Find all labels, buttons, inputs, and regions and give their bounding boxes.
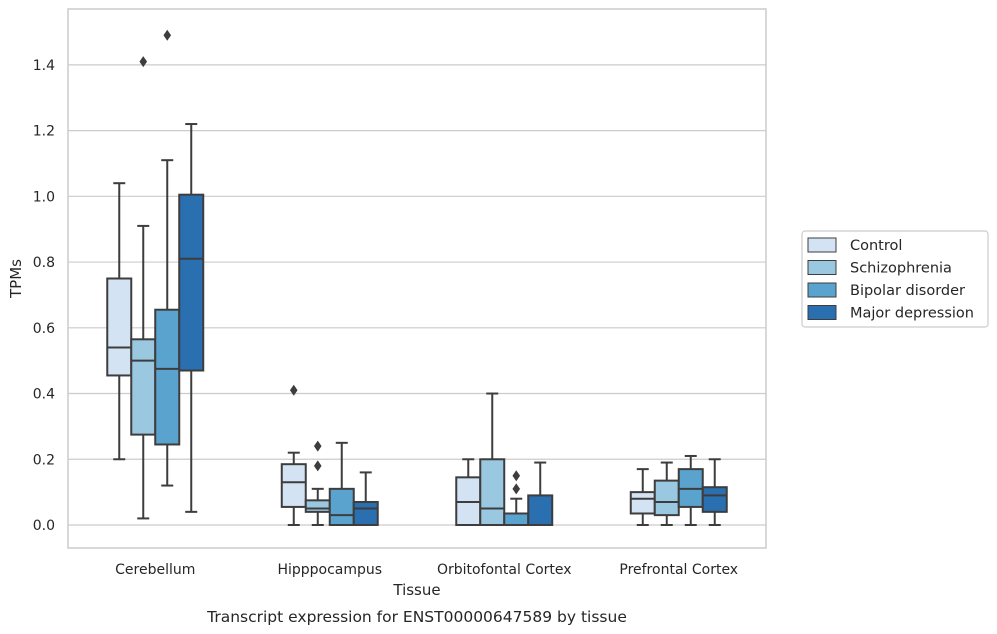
box <box>503 512 530 526</box>
outlier-point <box>313 460 322 472</box>
legend: Control Schizophrenia Bipolar disorder Majo… <box>801 230 989 328</box>
x-tick-label: Prefrontal Cortex <box>619 562 738 578</box>
box <box>304 499 331 513</box>
x-tick-label: Orbitofontal Cortex <box>437 562 572 578</box>
box <box>653 479 680 517</box>
y-tick-label: 0.0 <box>33 518 55 534</box>
legend-swatch <box>807 282 837 298</box>
box <box>106 277 133 377</box>
y-tick-label: 0.2 <box>33 452 55 468</box>
chart-caption: Transcript expression for ENST0000064758… <box>206 608 627 626</box>
outlier-point <box>313 440 322 452</box>
legend-swatch <box>807 260 837 275</box>
legend-label: Schizophrenia <box>850 261 952 277</box>
y-tick-labels: 0.0 0.2 0.4 0.6 0.8 1.0 1.2 1.4 <box>33 58 55 534</box>
y-tick-label: 0.6 <box>33 321 55 337</box>
y-tick-label: 1.0 <box>33 189 55 205</box>
box <box>527 494 554 526</box>
x-axis-title: Tissue <box>392 581 440 599</box>
outlier-point <box>163 29 172 41</box>
box <box>130 338 157 436</box>
box-group <box>106 29 205 520</box>
box-group <box>455 392 554 526</box>
x-tick-label: Cerebellum <box>115 562 195 578</box>
box-groups <box>106 29 728 526</box>
legend-label: Major depression <box>850 306 974 322</box>
outlier-point <box>289 384 298 396</box>
box <box>154 308 181 446</box>
box <box>352 500 379 526</box>
y-tick-label: 1.2 <box>33 124 55 140</box>
legend-swatch <box>807 237 837 253</box>
outlier-point <box>512 470 521 482</box>
x-tick-labels: Cerebellum Hipppocampus Orbitofontal Corte… <box>115 562 738 578</box>
outlier-point <box>139 56 148 68</box>
plot-frame <box>67 8 767 549</box>
gridlines <box>68 64 766 526</box>
y-axis-title: TPMs <box>7 259 25 299</box>
legend-label: Control <box>850 238 902 254</box>
y-tick-label: 0.4 <box>33 387 55 403</box>
legend-frame <box>801 230 989 328</box>
y-tick-label: 1.4 <box>33 58 55 74</box>
box <box>178 193 205 372</box>
x-tick-label: Hipppocampus <box>277 562 382 578</box>
box <box>280 463 307 508</box>
box-group <box>629 454 728 526</box>
box <box>629 491 656 515</box>
y-tick-label: 0.8 <box>33 255 55 271</box>
box <box>328 487 355 526</box>
box <box>479 458 506 526</box>
legend-label: Bipolar disorder <box>850 283 965 299</box>
outlier-point <box>512 483 521 495</box>
box-group <box>280 384 379 526</box>
box <box>701 486 728 513</box>
legend-swatch <box>807 305 837 320</box>
